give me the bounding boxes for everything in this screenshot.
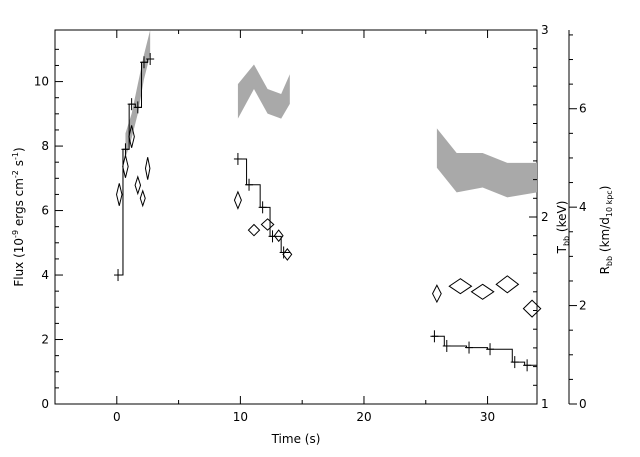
temperature-point [432,284,442,304]
radius-ticks: 0 2 4 6 [569,34,587,411]
flux-point [258,201,267,214]
temperature-point [128,125,135,148]
r-label-end: ) [598,186,612,191]
flux-point [133,101,142,114]
t-label-end: (keV) [555,201,569,236]
x-axis-label: Time (s) [271,432,321,446]
temperature-point [273,229,284,243]
flux-point [465,341,474,354]
temperature-axis-label: Tbb (keV) [555,201,571,255]
flux-point [486,343,495,356]
flux-point [127,98,136,111]
temperature-point [144,157,151,180]
temperature-point [233,190,242,210]
radius-tick-label: 6 [579,102,587,116]
radius-band-2 [237,64,290,119]
flux-steps [114,53,537,372]
radius-axis-label: Rbb (km/d10 kpc) [598,186,614,275]
t-label-sub: bb [562,236,571,246]
temperature-tick-label: 2 [541,210,549,224]
temperature-point [470,283,495,300]
temperature-point [260,218,275,231]
flux-point [245,178,254,191]
flux-label-mid: ergs cm [12,178,26,230]
x-ticks: 0 10 20 30 [54,30,495,424]
temperature-markers [116,125,542,318]
flux-tick-label: 8 [41,139,49,153]
t-label-base: T [555,245,569,254]
radius-tick-label: 0 [579,397,587,411]
x-tick-label: 10 [233,410,248,424]
temperature-point [134,175,142,196]
radius-band-3 [436,128,537,198]
temperature-tick-label: 1 [541,397,549,411]
flux-label-exp2: -2 [11,170,20,178]
temperature-point [116,183,123,206]
temperature-point [282,247,293,261]
flux-point [114,269,123,282]
flux-step-3 [431,335,537,366]
r-label-mid: (km/d [598,217,612,256]
flux-label-exp3: -1 [11,152,20,160]
temperature-ticks: 1 2 3 [529,23,549,411]
temperature-point [495,275,520,294]
flux-point [510,356,519,369]
flux-label-base: Flux (10 [12,238,26,287]
temperature-point [448,278,473,295]
temperature-point [522,299,542,318]
temperature-point [139,189,146,208]
r-label-sub: bb [605,256,614,266]
flux-tick-label: 6 [41,204,49,218]
temperature-point [122,155,129,178]
x-tick-label: 30 [480,410,495,424]
flux-point [233,152,242,165]
flux-point [279,246,288,259]
flux-point [430,330,439,343]
radius-tick-label: 2 [579,299,587,313]
flux-label-exp1: -9 [11,230,20,238]
x-tick-label: 20 [356,410,371,424]
r-label-base: R [598,266,612,274]
flux-tick-label: 0 [41,397,49,411]
flux-tick-label: 10 [34,75,49,89]
flux-point [146,53,155,66]
flux-point [139,56,148,69]
flux-tick-label: 4 [41,268,49,282]
flux-label-end: ) [12,147,26,152]
flux-tick-label: 2 [41,333,49,347]
flux-axis-label: Flux (10-9 ergs cm-2 s-1) [11,147,26,286]
r-label-sub2: 10 kpc [605,190,614,217]
temperature-point [247,223,261,237]
flux-point [442,339,451,352]
radius-bands [125,30,537,198]
temperature-tick-label: 3 [541,23,549,37]
radius-tick-label: 4 [579,200,587,214]
plot-frame [54,29,538,405]
x-tick-label: 0 [113,410,121,424]
flux-ticks: 0 2 4 6 8 10 [34,48,63,411]
flux-label-mid2: s [12,160,26,170]
flux-point [523,359,532,372]
